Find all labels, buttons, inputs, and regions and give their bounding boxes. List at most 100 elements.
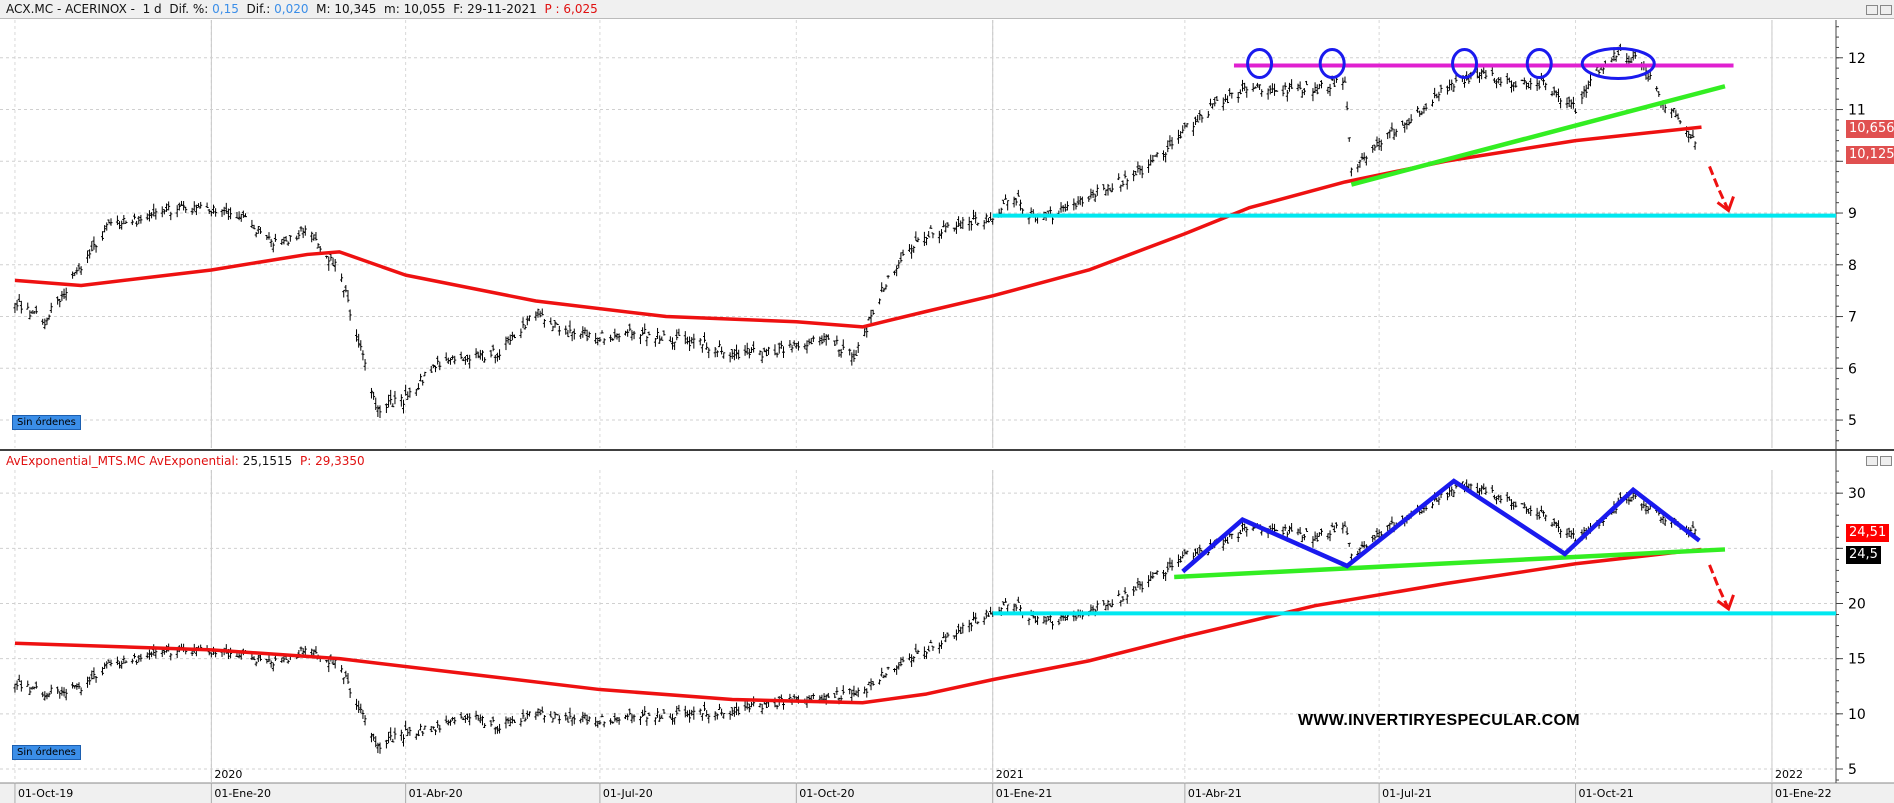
- price-bar: [384, 739, 388, 749]
- arrow-head: [1716, 195, 1735, 213]
- price-bar: [656, 708, 660, 718]
- price-bar: [782, 346, 786, 358]
- maximize-pane-button[interactable]: [1880, 5, 1892, 15]
- price-bar: [376, 742, 380, 754]
- price-bar: [459, 712, 463, 719]
- price-bar: [1176, 129, 1180, 144]
- price-bar: [617, 717, 621, 725]
- price-bar: [90, 670, 94, 680]
- price-bar: [587, 331, 591, 338]
- price-bar: [690, 709, 694, 716]
- price-bar: [1287, 82, 1291, 92]
- price-bar: [346, 673, 350, 685]
- price-bar: [1014, 197, 1018, 206]
- price-bar: [624, 330, 628, 336]
- price-bar: [848, 348, 852, 356]
- price-bar: [404, 720, 408, 731]
- price-bar: [1168, 557, 1172, 568]
- price-bar: [581, 326, 585, 338]
- y-tick-label: 6: [1848, 361, 1857, 377]
- price-bar: [1311, 88, 1315, 102]
- price-bar: [1313, 531, 1317, 541]
- price-bar: [837, 349, 841, 357]
- price-bar: [1125, 594, 1129, 604]
- price-bar: [1646, 73, 1650, 82]
- price-bar: [75, 683, 79, 690]
- price-bar: [77, 682, 81, 689]
- price-bar: [841, 685, 845, 695]
- price-bar: [986, 612, 990, 617]
- x-tick-label: 01-Jul-21: [1382, 787, 1432, 800]
- price-bar: [314, 646, 318, 654]
- price-bar: [1559, 98, 1563, 109]
- price-bar: [160, 206, 164, 218]
- price-bar: [1422, 105, 1426, 114]
- price-bar: [668, 713, 672, 719]
- price-bar: [423, 371, 427, 377]
- price-bar: [1093, 193, 1097, 203]
- price-bar: [421, 379, 425, 386]
- price-bar: [587, 716, 591, 722]
- minimize-indicator-pane-button[interactable]: [1866, 456, 1878, 466]
- price-bar: [478, 714, 482, 724]
- price-bar: [1208, 98, 1212, 107]
- price-bar: [540, 706, 544, 713]
- minimize-pane-button[interactable]: [1866, 5, 1878, 15]
- price-bar: [735, 344, 739, 359]
- price-bar: [79, 266, 83, 275]
- price-bar: [852, 349, 856, 362]
- price-bar: [1610, 57, 1614, 63]
- year-label: 2020: [214, 768, 242, 781]
- price-bar: [504, 716, 508, 729]
- price-bar: [60, 686, 64, 696]
- price-bar: [1362, 541, 1366, 549]
- price-bar: [115, 656, 119, 666]
- price-bar: [1492, 77, 1496, 84]
- price-bar: [1584, 84, 1588, 98]
- price-bar: [922, 646, 926, 660]
- orders-badge-bottom[interactable]: Sin órdenes: [12, 745, 81, 760]
- price-bar: [600, 330, 604, 334]
- price-bar: [1512, 501, 1516, 510]
- price-bar: [109, 659, 113, 667]
- last-price-label: 10,125: [1846, 146, 1894, 164]
- price-bar: [1661, 515, 1665, 524]
- price-bar: [1106, 599, 1110, 611]
- price-bar: [478, 349, 482, 360]
- price-bar: [169, 652, 173, 661]
- price-bar: [931, 232, 935, 239]
- orders-badge-top[interactable]: Sin órdenes: [12, 415, 81, 430]
- price-bar: [737, 706, 741, 716]
- price-bar: [90, 241, 94, 252]
- price-bar: [451, 355, 455, 360]
- price-bar: [1016, 596, 1020, 603]
- price-bar: [670, 713, 674, 725]
- price-bar: [463, 356, 467, 365]
- price-bar: [540, 308, 544, 316]
- price-bar: [937, 642, 941, 654]
- price-bar: [713, 346, 717, 358]
- price-bar: [1377, 137, 1381, 151]
- price-bar: [717, 703, 721, 710]
- price-bar: [984, 609, 988, 619]
- price-bar: [585, 329, 589, 342]
- maximize-indicator-pane-button[interactable]: [1880, 456, 1892, 466]
- price-bar: [901, 656, 905, 663]
- price-bar: [122, 655, 126, 664]
- price-bar: [991, 218, 995, 225]
- price-bar: [254, 231, 258, 238]
- price-bar: [758, 703, 762, 708]
- price-bar: [1618, 492, 1622, 499]
- price-bar: [1480, 68, 1484, 80]
- price-bar: [931, 645, 935, 651]
- price-bar: [391, 403, 395, 408]
- price-bar: [863, 328, 867, 337]
- price-bar: [1542, 510, 1546, 517]
- price-bar: [1057, 618, 1061, 626]
- price-bar: [630, 330, 634, 341]
- price-bar: [760, 351, 764, 364]
- price-bar: [1345, 527, 1349, 536]
- price-bar: [1328, 83, 1332, 97]
- price-bar: [169, 211, 173, 221]
